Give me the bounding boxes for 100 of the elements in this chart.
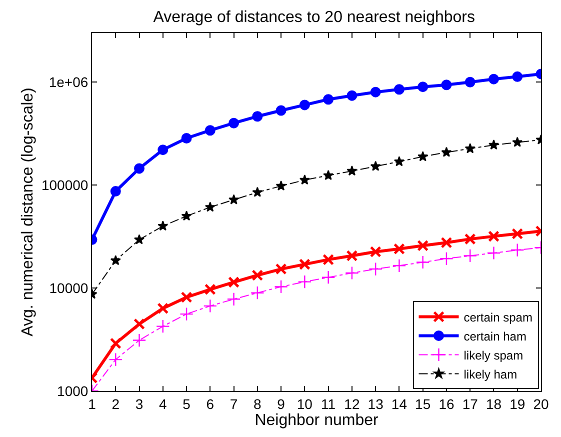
point (181, 210, 192, 221)
point (392, 258, 406, 273)
point (204, 284, 216, 296)
point (488, 140, 499, 150)
legend-label: certain ham (464, 329, 526, 344)
x-tick-label: 2 (112, 396, 120, 412)
point (346, 166, 358, 176)
point (134, 318, 146, 330)
y-tick-label: 100000 (41, 176, 88, 193)
point (464, 233, 476, 245)
point (321, 270, 336, 284)
x-tick-label: 1 (88, 396, 96, 412)
point (488, 74, 499, 84)
y-tick-label: 1000 (57, 382, 88, 399)
point (203, 299, 218, 313)
point (322, 254, 334, 266)
point (440, 252, 454, 266)
point (463, 248, 478, 263)
point (134, 163, 145, 174)
point (299, 174, 310, 185)
point (228, 194, 240, 204)
point (252, 111, 263, 122)
point (346, 250, 358, 262)
x-tick-label: 3 (135, 396, 144, 412)
x-tick-label: 10 (296, 396, 313, 412)
y-axis-title: Avg. numerical distance (log-scale) (19, 88, 36, 336)
point (252, 186, 263, 197)
x-tick-label: 7 (230, 396, 238, 412)
x-tick-label: 18 (486, 396, 502, 412)
x-tick-label: 8 (254, 396, 262, 412)
point (394, 156, 404, 166)
point (276, 180, 286, 191)
x-tick-label: 19 (510, 396, 526, 412)
point (488, 230, 500, 242)
point (158, 220, 168, 231)
point (110, 186, 121, 197)
point (370, 246, 382, 258)
point (417, 240, 429, 252)
point (418, 151, 428, 162)
point (299, 100, 310, 110)
point (180, 307, 194, 321)
point (510, 243, 524, 257)
point (134, 234, 145, 244)
point (346, 90, 358, 101)
point (393, 243, 405, 255)
point (252, 270, 264, 282)
point (486, 246, 501, 260)
point (440, 236, 452, 248)
x-axis-title: Neighbor number (254, 412, 379, 429)
point (298, 274, 312, 289)
x-tick-label: 15 (415, 396, 431, 412)
legend-label: certain spam (464, 310, 532, 324)
x-tick-label: 9 (277, 396, 286, 412)
point (464, 143, 476, 154)
point (158, 144, 168, 156)
legend-label: likely spam (464, 348, 524, 362)
x-tick-label: 13 (368, 396, 384, 412)
point (323, 170, 334, 180)
point (512, 228, 524, 240)
point (275, 263, 287, 275)
x-tick-label: 5 (182, 396, 191, 412)
point (110, 338, 122, 350)
point (323, 94, 334, 105)
point (464, 76, 476, 88)
y-tick-label: 1e+06 (48, 74, 88, 90)
x-tick-label: 16 (438, 396, 454, 412)
x-tick-label: 20 (533, 396, 549, 412)
point (204, 202, 216, 212)
point (370, 160, 381, 171)
point (156, 319, 170, 334)
point (368, 262, 382, 276)
point (250, 286, 264, 300)
chart-title: Average of distances to 20 nearest neighbors (153, 9, 476, 26)
point (441, 146, 452, 157)
point (418, 82, 428, 92)
x-tick-label: 11 (321, 396, 336, 412)
point (276, 105, 286, 116)
point (132, 333, 146, 348)
point (298, 258, 310, 270)
point (370, 86, 381, 98)
x-tick-label: 12 (344, 396, 360, 412)
x-tick-label: 17 (462, 396, 478, 412)
point (226, 292, 241, 306)
x-tick-label: 14 (391, 396, 408, 412)
point (204, 125, 216, 136)
legend-label: likely ham (464, 367, 518, 382)
point (228, 118, 240, 128)
point (108, 352, 123, 366)
point (394, 84, 404, 95)
point (345, 266, 359, 280)
point (180, 291, 192, 303)
point (228, 276, 240, 288)
y-tick-label: 10000 (49, 280, 88, 296)
point (181, 133, 192, 144)
point (110, 255, 121, 266)
x-tick-label: 6 (206, 396, 214, 412)
point (441, 80, 452, 90)
x-tick-label: 4 (158, 396, 167, 412)
point (416, 255, 430, 270)
point (512, 136, 523, 147)
